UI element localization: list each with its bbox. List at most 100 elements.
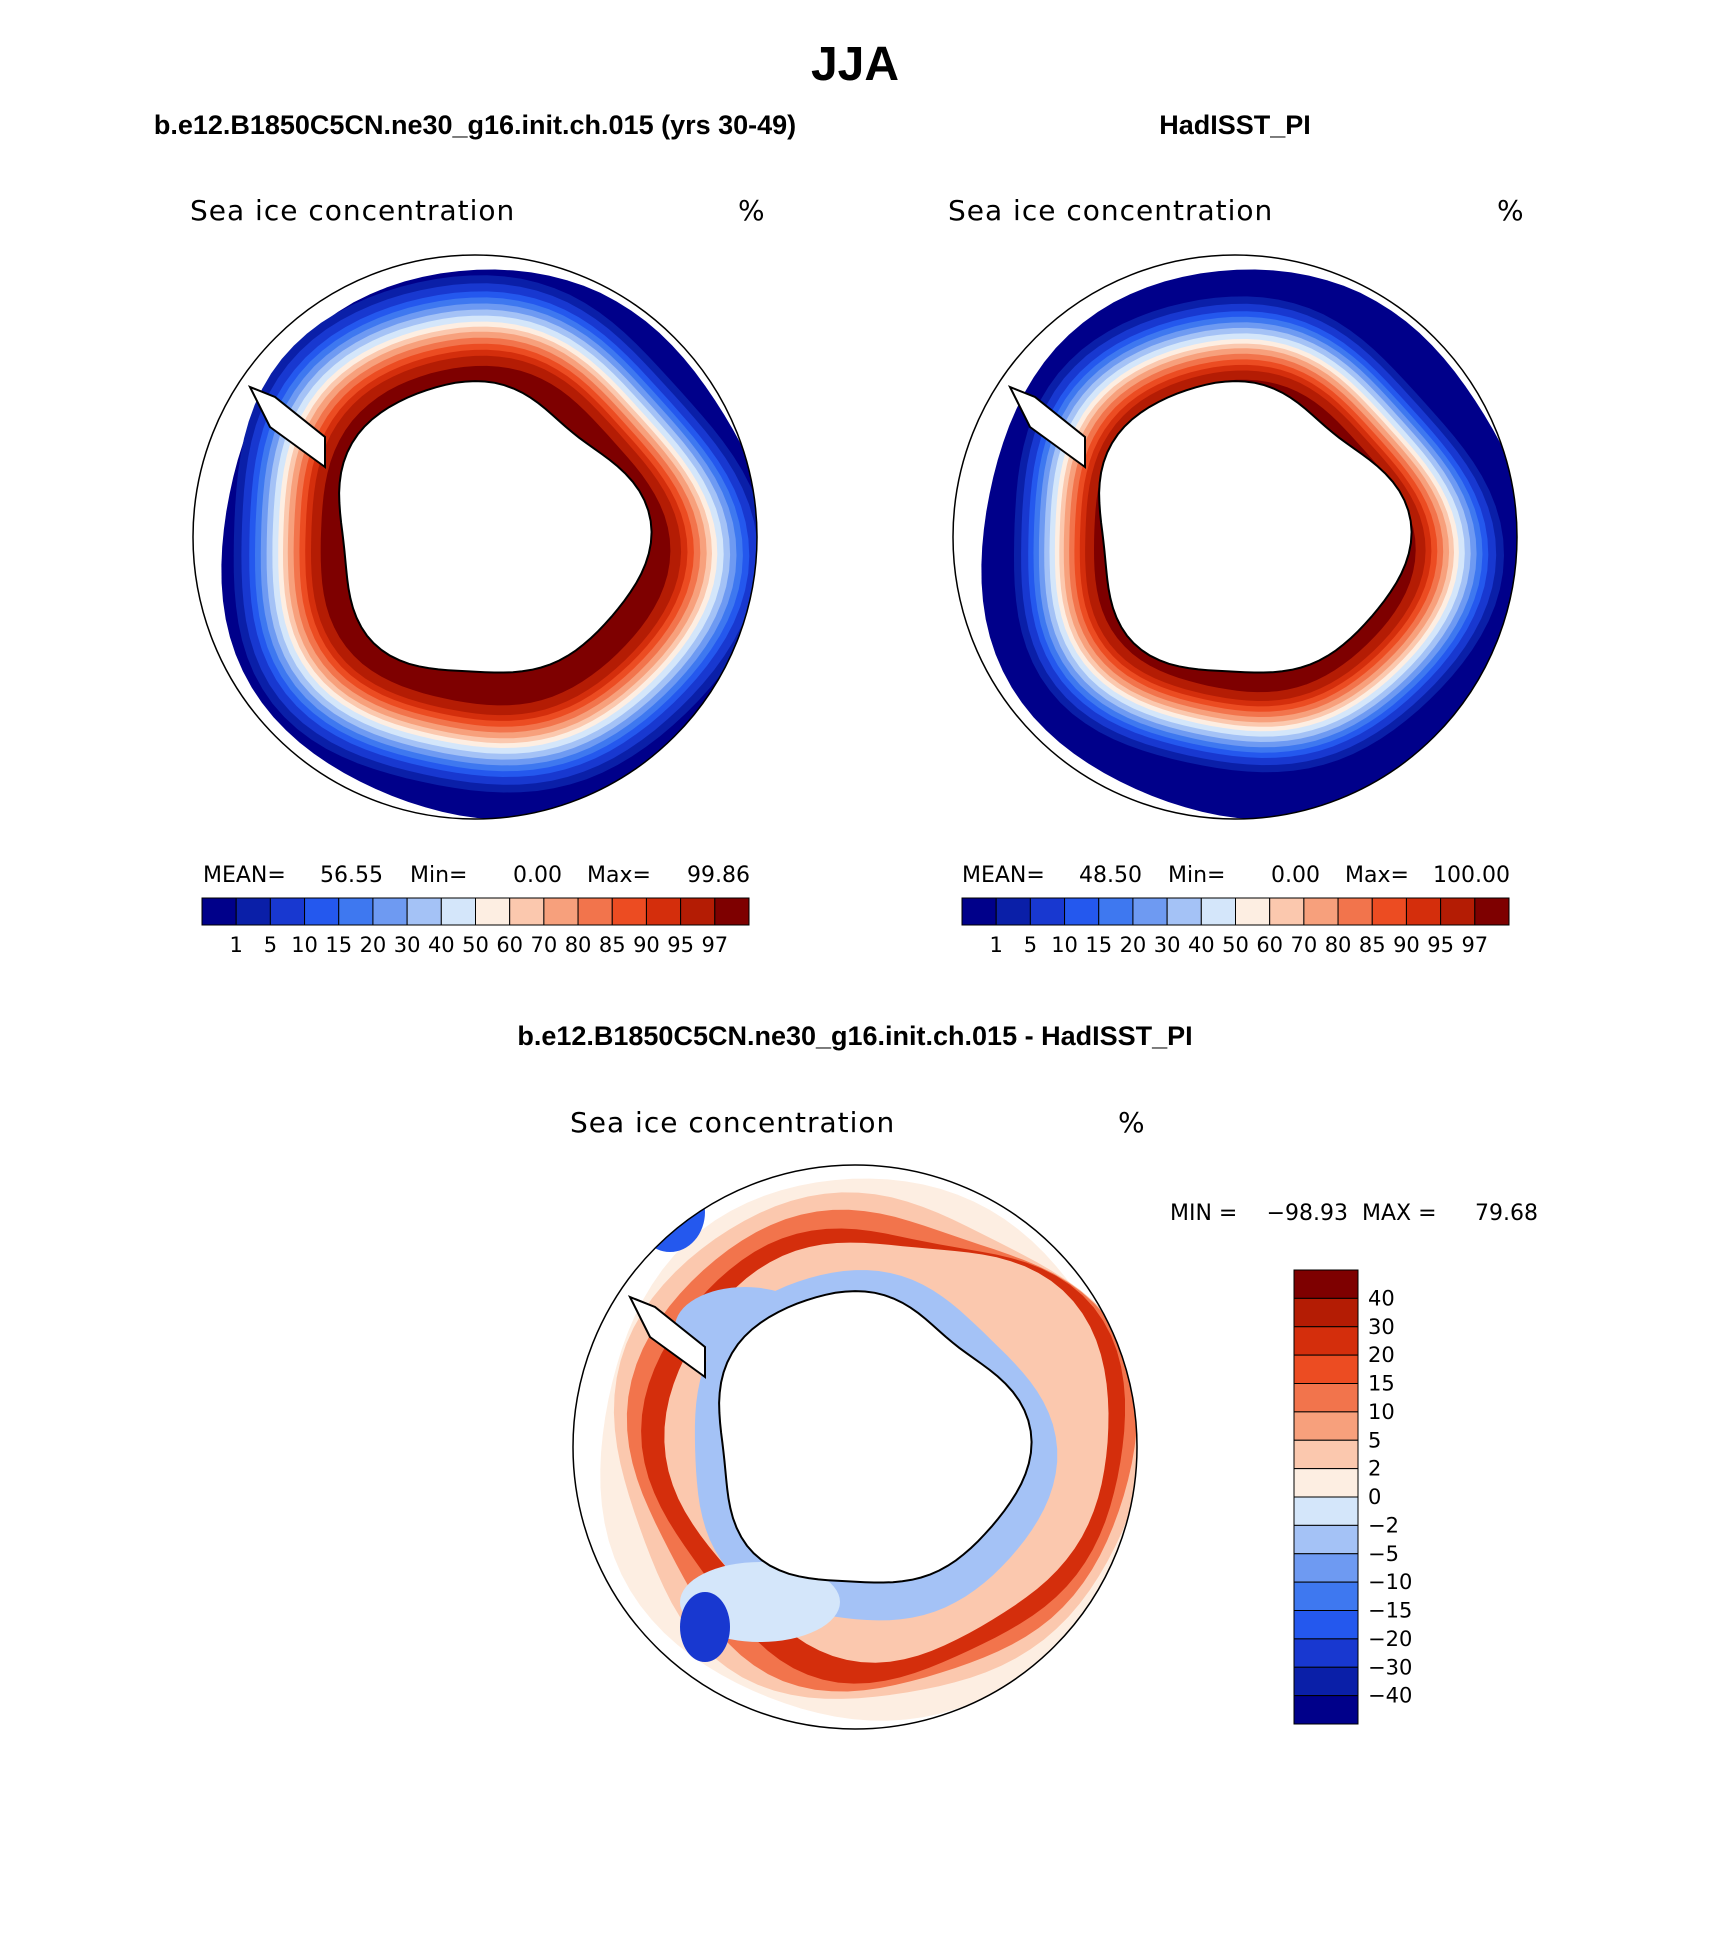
- panel-diff-colorbar-box-11: [1293, 1581, 1359, 1611]
- panel-diff-min-value: −98.93: [1267, 1201, 1348, 1226]
- panel-diff-map-border: [572, 1164, 1138, 1730]
- panel-obs-min-label: Min=: [1168, 863, 1225, 888]
- panel-obs-colorbar-box-3: [1064, 897, 1100, 926]
- panel-diff-colorbar-box-14: [1293, 1666, 1359, 1697]
- panel-model-colorbar-tick-label: 85: [599, 933, 626, 957]
- panel-diff-colorbar-tick-label: 2: [1368, 1457, 1381, 1481]
- panel-obs-mean-value: 48.50: [1079, 863, 1142, 888]
- panel-obs-max-label: Max=: [1345, 863, 1409, 888]
- panel-obs-colorbar: 1 5 10 15 20 30 40 50 60 70 80 85 90 95 97: [961, 897, 1510, 957]
- panel-diff-colorbar-tick-label: −15: [1368, 1599, 1412, 1623]
- panel-obs-colorbar-box-4: [1098, 897, 1134, 926]
- panel-obs-colorbar-tick-label: 95: [1427, 933, 1454, 957]
- panel-diff-peninsula-outline: [627, 1295, 706, 1379]
- panel-obs-colorbar-tick-label: 50: [1222, 933, 1249, 957]
- panel-obs-map: [953, 255, 1517, 819]
- panel-model-max-value: 99.86: [687, 863, 750, 888]
- panel-diff-colorbar-box-10: [1293, 1553, 1359, 1583]
- panel-model-peninsula-outline: [247, 385, 326, 469]
- panel-obs-colorbar-box-5: [1132, 897, 1168, 926]
- panel-model: b.e12.B1850C5CN.ne30_g16.init.ch.015 (yr…: [154, 110, 796, 957]
- panel-diff-units: %: [1118, 1106, 1145, 1139]
- panel-model-max-label: Max=: [587, 863, 651, 888]
- panel-diff-colorbar-box-5: [1293, 1411, 1359, 1441]
- panel-model-colorbar-tick-label: 30: [394, 933, 421, 957]
- panel-model-colorbar-tick-label: 60: [496, 933, 523, 957]
- panel-obs-colorbar-tick-label: 10: [1051, 933, 1078, 957]
- panel-model-stats: MEAN= 56.55 Min= 0.00 Max= 99.86: [203, 863, 750, 888]
- panel-obs-units: %: [1497, 194, 1524, 227]
- panel-diff-colorbar-box-3: [1293, 1354, 1359, 1384]
- figure-title: JJA: [811, 38, 899, 91]
- panel-model-colorbar-box-5: [372, 897, 408, 926]
- panel-model-colorbar-box-13: [645, 897, 682, 926]
- panel-obs-colorbar-box-9: [1269, 897, 1305, 926]
- panel-obs-colorbar-tick-label: 60: [1256, 933, 1283, 957]
- panel-obs-colorbar-box-14: [1440, 897, 1476, 926]
- panel-diff-colorbar-tick-label: 0: [1368, 1485, 1381, 1509]
- panel-model-colorbar-tick-label: 40: [428, 933, 455, 957]
- panel-obs-field-label: Sea ice concentration: [948, 194, 1273, 227]
- panel-diff-min-label: MIN =: [1170, 1201, 1237, 1226]
- panel-diff-colorbar-tick-label: 40: [1368, 1286, 1395, 1310]
- panel-model-colorbar-box-6: [406, 897, 442, 926]
- panel-diff-colorbar-tick-label: 15: [1368, 1372, 1395, 1396]
- panel-diff-colorbar-box-13: [1293, 1638, 1359, 1668]
- panel-model-min-value: 0.00: [513, 863, 562, 888]
- panel-model-mean-value: 56.55: [320, 863, 383, 888]
- panel-diff-max-value: 79.68: [1475, 1201, 1538, 1226]
- panel-model-colorbar-box-2: [269, 897, 306, 926]
- panel-diff-map: [573, 1165, 1137, 1729]
- panel-obs-colorbar-tick-label: 30: [1154, 933, 1181, 957]
- panel-diff-colorbar-box-9: [1293, 1524, 1359, 1555]
- panel-model-colorbar-box-15: [714, 897, 750, 926]
- panel-diff-colorbar-box-7: [1293, 1468, 1359, 1498]
- panel-model-colorbar-box-11: [577, 897, 613, 926]
- panel-diff-colorbar-tick-label: −5: [1368, 1542, 1399, 1566]
- panel-obs-stats: MEAN= 48.50 Min= 0.00 Max= 100.00: [962, 863, 1510, 888]
- panel-obs-colorbar-box-7: [1200, 897, 1236, 926]
- panel-diff-colorbar-box-6: [1293, 1439, 1359, 1470]
- panel-diff-colorbar-box-8: [1293, 1496, 1359, 1526]
- panel-obs-colorbar-tick-label: 5: [1024, 933, 1037, 957]
- panel-model-colorbar-tick-label: 97: [701, 933, 728, 957]
- panel-diff-colorbar-box-2: [1293, 1326, 1359, 1356]
- panel-model-colorbar-tick-label: 95: [667, 933, 694, 957]
- panel-obs-colorbar-tick-label: 15: [1085, 933, 1112, 957]
- panel-obs-min-value: 0.00: [1271, 863, 1320, 888]
- panel-model-colorbar-box-3: [304, 897, 340, 926]
- panel-model-units: %: [738, 194, 765, 227]
- panel-model-colorbar-box-9: [509, 897, 545, 926]
- panel-diff-field-label: Sea ice concentration: [570, 1106, 895, 1139]
- panel-model-colorbar-box-10: [543, 897, 579, 926]
- panel-obs-colorbar-box-0: [961, 897, 997, 926]
- panel-diff-colorbar-box-12: [1293, 1610, 1359, 1640]
- panel-model-colorbar-box-1: [235, 897, 271, 926]
- panel-obs-antarctica-outline: [1098, 380, 1413, 674]
- panel-diff-max-label: MAX =: [1362, 1201, 1437, 1226]
- panel-model-colorbar-tick-label: 10: [291, 933, 318, 957]
- panel-obs-colorbar-box-2: [1029, 897, 1066, 926]
- panel-diff-colorbar-tick-label: 30: [1368, 1315, 1395, 1339]
- panel-obs-colorbar-box-13: [1405, 897, 1442, 926]
- panel-model-colorbar-tick-label: 90: [633, 933, 660, 957]
- panel-obs-colorbar-box-8: [1235, 897, 1271, 926]
- panel-diff-title: b.e12.B1850C5CN.ne30_g16.init.ch.015 - H…: [517, 1021, 1192, 1051]
- panel-model-colorbar-tick-label: 1: [230, 933, 243, 957]
- panel-model-map-border: [192, 254, 758, 820]
- panel-model-mean-label: MEAN=: [203, 863, 286, 888]
- panel-diff-antarctica-outline: [718, 1290, 1033, 1584]
- panel-obs-colorbar-tick-label: 70: [1291, 933, 1318, 957]
- panel-obs-colorbar-tick-label: 97: [1461, 933, 1488, 957]
- panel-model-colorbar: 1 5 10 15 20 30 40 50 60 70 80 85 90 95 97: [201, 897, 750, 957]
- panel-diff-colorbar-tick-label: −40: [1368, 1684, 1412, 1708]
- panel-model-colorbar-box-0: [201, 897, 237, 926]
- panel-model-colorbar-box-8: [475, 897, 511, 926]
- panel-diff-colorbar-box-1: [1293, 1297, 1359, 1328]
- panel-obs-colorbar-tick-label: 85: [1359, 933, 1386, 957]
- panel-diff-negative-edge: [635, 1172, 705, 1252]
- panel-obs-colorbar-tick-label: 80: [1325, 933, 1352, 957]
- panel-model-map: [193, 255, 757, 819]
